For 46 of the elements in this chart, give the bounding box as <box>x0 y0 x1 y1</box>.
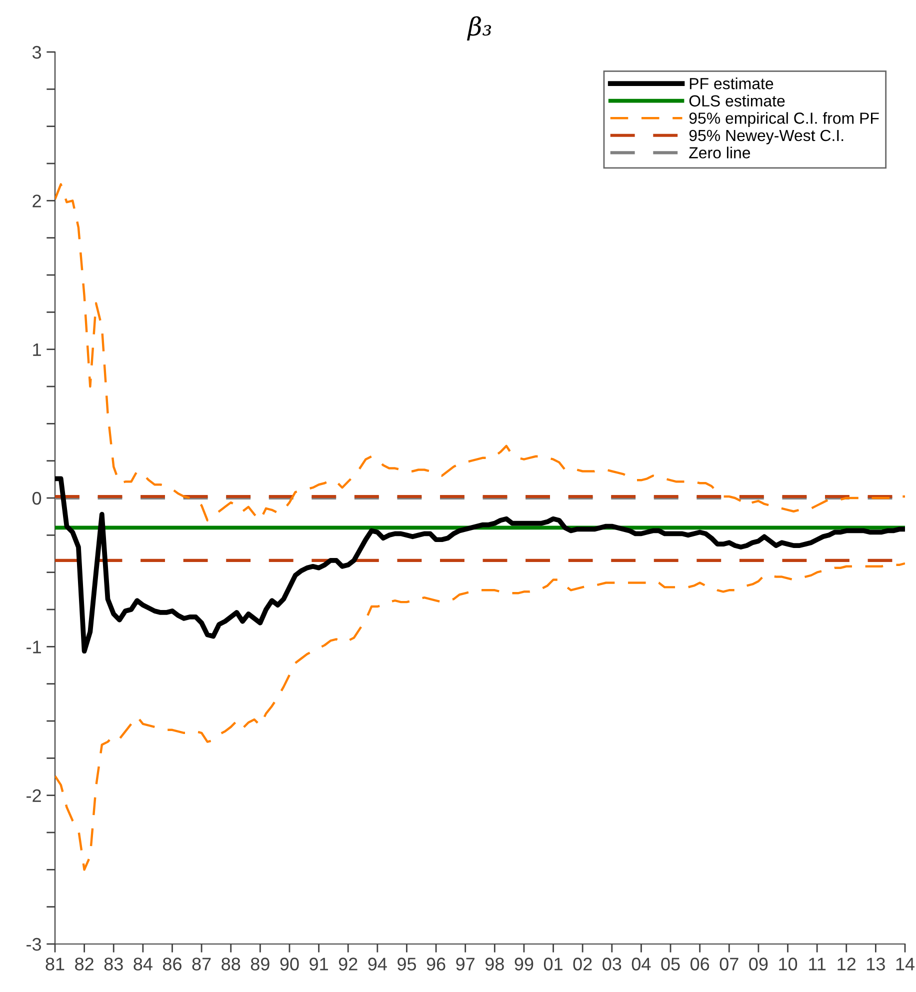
line-series <box>55 562 905 871</box>
legend-label: 95% empirical C.I. from PF <box>689 112 879 128</box>
x-tick-label: 01 <box>544 958 562 970</box>
x-tick-label: 86 <box>162 958 182 970</box>
legend-label: OLS estimate <box>689 94 785 107</box>
x-tick-label: 04 <box>632 958 651 970</box>
x-tick-label: 84 <box>134 958 152 970</box>
x-tick-label: 82 <box>75 958 94 970</box>
x-tick-label: 03 <box>602 958 622 970</box>
x-tick-label: 07 <box>720 958 738 970</box>
x-tick-label: 98 <box>485 958 504 970</box>
y-tick-label: 2 <box>32 194 41 208</box>
x-tick-label: 90 <box>280 958 299 970</box>
y-tick-label: 1 <box>33 343 41 356</box>
x-tick-label: 87 <box>192 958 211 970</box>
legend-label: Zero line <box>689 146 750 158</box>
x-tick-label: 95 <box>398 958 416 970</box>
x-tick-label: 99 <box>514 958 534 970</box>
line-series <box>55 476 905 654</box>
legend-label: PF estimate <box>690 78 774 90</box>
y-tick-label: 3 <box>32 46 42 59</box>
x-tick-label: 96 <box>426 958 446 970</box>
x-tick-label: 81 <box>46 958 64 970</box>
x-tick-label: 88 <box>222 958 240 970</box>
x-tick-label: 94 <box>368 958 387 970</box>
y-tick-label: -3 <box>26 938 42 951</box>
x-tick-label: 14 <box>896 958 915 970</box>
x-tick-label: 05 <box>661 958 680 970</box>
x-tick-label: 12 <box>838 958 856 970</box>
x-tick-label: 83 <box>104 958 123 970</box>
chart-title: β₃ <box>466 16 492 41</box>
x-tick-label: 13 <box>867 958 885 970</box>
x-tick-label: 09 <box>749 958 768 970</box>
x-tick-label: 89 <box>250 958 270 970</box>
x-tick-label: 10 <box>779 958 798 970</box>
x-tick-label: 06 <box>690 958 710 970</box>
y-tick-label: -2 <box>26 789 41 802</box>
y-tick-label: -1 <box>26 640 41 654</box>
legend-label: 95% Newey-West C.I. <box>689 130 844 144</box>
x-tick-label: 91 <box>310 958 328 970</box>
line-series <box>55 183 905 522</box>
x-tick-label: 11 <box>809 958 826 970</box>
x-tick-label: 92 <box>338 958 358 970</box>
x-tick-label: 02 <box>573 958 592 970</box>
y-tick-label: 0 <box>32 492 42 505</box>
x-tick-label: 97 <box>456 958 474 970</box>
